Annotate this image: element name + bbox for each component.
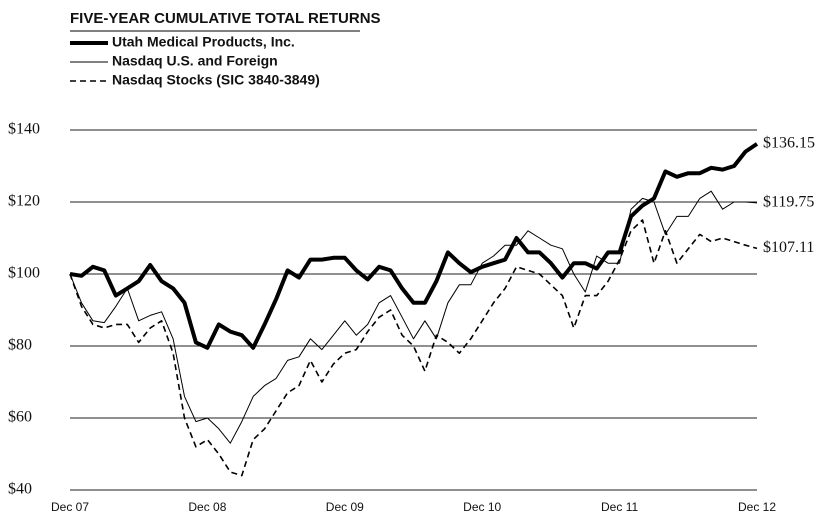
x-tick-label: Dec 10 — [463, 500, 501, 514]
y-tick-label: $120 — [8, 193, 40, 210]
legend-label: Utah Medical Products, Inc. — [112, 34, 295, 50]
series-line — [69, 142, 759, 350]
y-tick-label: $60 — [8, 409, 32, 426]
end-value-label: $107.11 — [763, 239, 814, 256]
y-tick-label: $80 — [8, 337, 32, 354]
end-value-label: $136.15 — [763, 135, 815, 152]
x-tick-label: Dec 12 — [738, 500, 776, 514]
legend-label: Nasdaq Stocks (SIC 3840-3849) — [112, 72, 320, 88]
end-value-label: $119.75 — [763, 194, 814, 211]
chart-title: FIVE-YEAR CUMULATIVE TOTAL RETURNS — [70, 10, 381, 27]
y-tick-label: $40 — [8, 481, 32, 498]
y-tick-label: $100 — [8, 265, 40, 282]
series-line — [69, 219, 758, 477]
series-line — [69, 190, 758, 444]
x-tick-label: Dec 07 — [51, 500, 89, 514]
legend-label: Nasdaq U.S. and Foreign — [112, 53, 278, 69]
y-tick-label: $140 — [8, 121, 40, 138]
x-tick-label: Dec 09 — [326, 500, 364, 514]
x-tick-label: Dec 08 — [188, 500, 226, 514]
x-tick-label: Dec 11 — [601, 500, 638, 514]
